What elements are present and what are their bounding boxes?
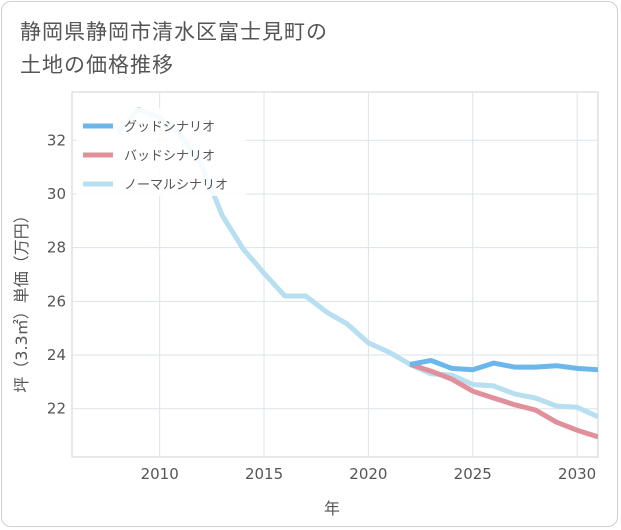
legend-label: グッドシナリオ — [124, 120, 215, 135]
series-line-1 — [409, 362, 598, 440]
x-tick-label: 2010 — [141, 465, 179, 483]
x-axis-title: 年 — [324, 499, 340, 518]
y-tick-label: 26 — [47, 292, 66, 310]
chart-title: 静岡県静岡市清水区富士見町の 土地の価格推移 — [20, 16, 328, 82]
grid-lines — [72, 92, 598, 457]
x-tick-label: 2030 — [558, 465, 596, 483]
chart-title-line2: 土地の価格推移 — [20, 53, 174, 77]
chart-title-line1: 静岡県静岡市清水区富士見町の — [20, 20, 328, 44]
legend-label: ノーマルシナリオ — [124, 178, 228, 193]
y-tick-label: 22 — [47, 400, 66, 418]
y-axis-title: 坪（3.3㎡）単価（万円） — [12, 207, 31, 392]
x-tick-label: 2015 — [245, 465, 283, 483]
x-tick-label: 2020 — [349, 465, 387, 483]
y-tick-labels: 22 24 26 28 30 32 — [47, 131, 66, 417]
x-tick-labels: 2010 2015 2020 2025 2030 — [141, 465, 597, 483]
series-line-0 — [409, 357, 598, 373]
y-tick-label: 24 — [47, 346, 66, 364]
y-tick-label: 32 — [47, 131, 66, 149]
legend-label: バッドシナリオ — [124, 149, 215, 164]
y-tick-label: 28 — [47, 239, 66, 257]
legend-background — [76, 108, 246, 196]
x-tick-label: 2025 — [454, 465, 492, 483]
y-tick-label: 30 — [47, 185, 66, 203]
